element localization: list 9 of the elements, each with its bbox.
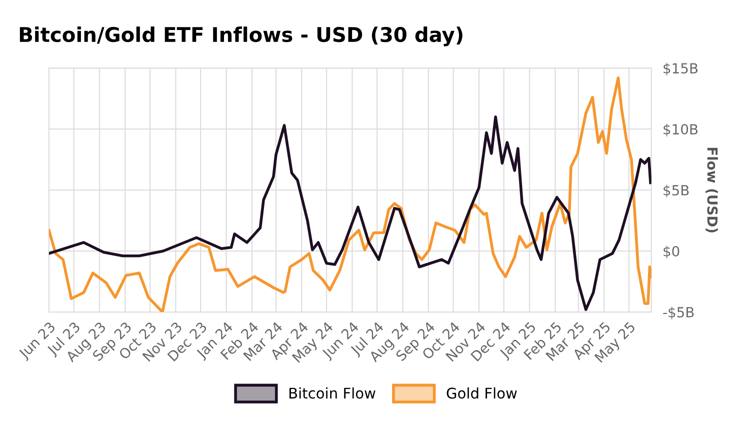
legend-label: Gold Flow — [446, 387, 517, 399]
legend-label: Bitcoin Flow — [289, 387, 376, 399]
y-axis-title: Flow (USD) — [706, 148, 718, 232]
chart-title: Bitcoin/Gold ETF Inflows - USD (30 day) — [20, 26, 462, 46]
y-tick-label: $5B — [664, 184, 689, 198]
y-tick-label: $10B — [664, 124, 698, 136]
y-tick-label: $0 — [664, 246, 680, 258]
y-tick-label: $15B — [664, 62, 698, 76]
y-tick-label: -$5B — [663, 306, 694, 320]
